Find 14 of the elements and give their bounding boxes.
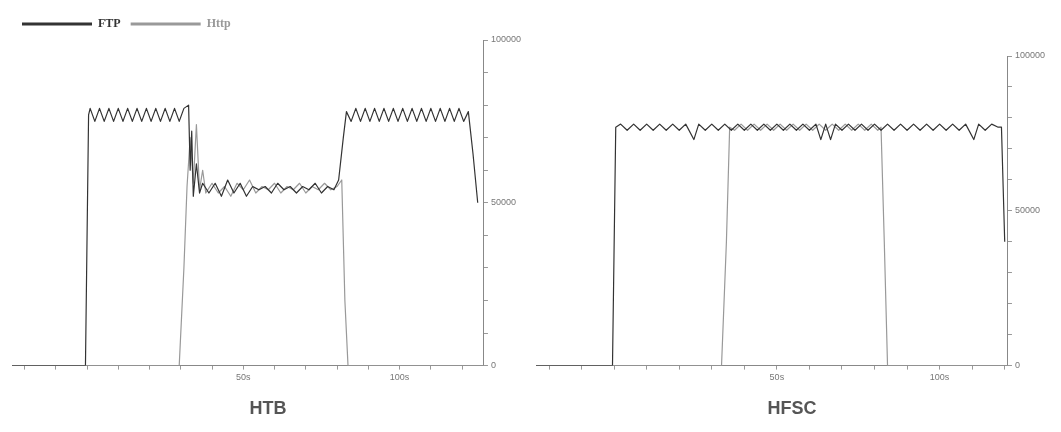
y-tick-label: 100000 bbox=[1014, 50, 1046, 61]
x-tick-label: 100s bbox=[929, 372, 950, 383]
text: HTB bbox=[249, 398, 287, 419]
y-tick-label: 100000 bbox=[490, 34, 522, 45]
x-tick-label: 50s bbox=[236, 372, 252, 383]
y-tick-label: 50000 bbox=[1014, 205, 1040, 216]
x-tick-label: 100s bbox=[389, 372, 410, 383]
text: FTP bbox=[98, 16, 121, 31]
y-tick-label: 0 bbox=[1014, 360, 1020, 371]
y-tick-label: 50000 bbox=[490, 197, 516, 208]
y-tick-label: 0 bbox=[490, 360, 496, 371]
text: HFSC bbox=[767, 398, 817, 419]
x-tick-label: 50s bbox=[769, 372, 785, 383]
text: Http bbox=[206, 16, 231, 31]
